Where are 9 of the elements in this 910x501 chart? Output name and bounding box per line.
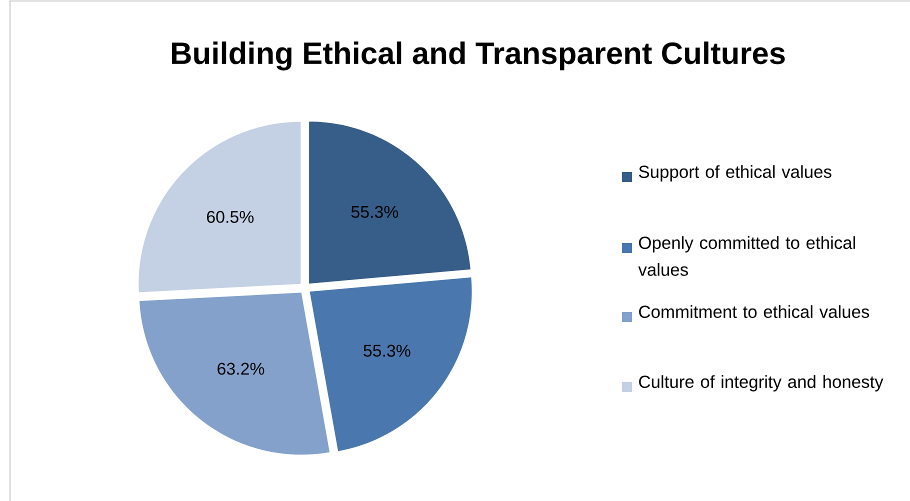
legend-label: Commitment to ethical values — [639, 305, 870, 318]
legend-label: Culture of integrity and honesty — [639, 375, 884, 392]
data-label: 63.2% — [218, 362, 264, 375]
data-label: 55.3% — [351, 206, 398, 218]
data-label: 60.5% — [207, 210, 254, 223]
data-label: 55.3% — [364, 344, 410, 357]
legend-label: Support of ethical values — [639, 165, 832, 182]
legend-label: Openly committed to ethical values — [638, 236, 856, 276]
chart-title: Building Ethical and Transparent Cultures — [172, 42, 785, 70]
